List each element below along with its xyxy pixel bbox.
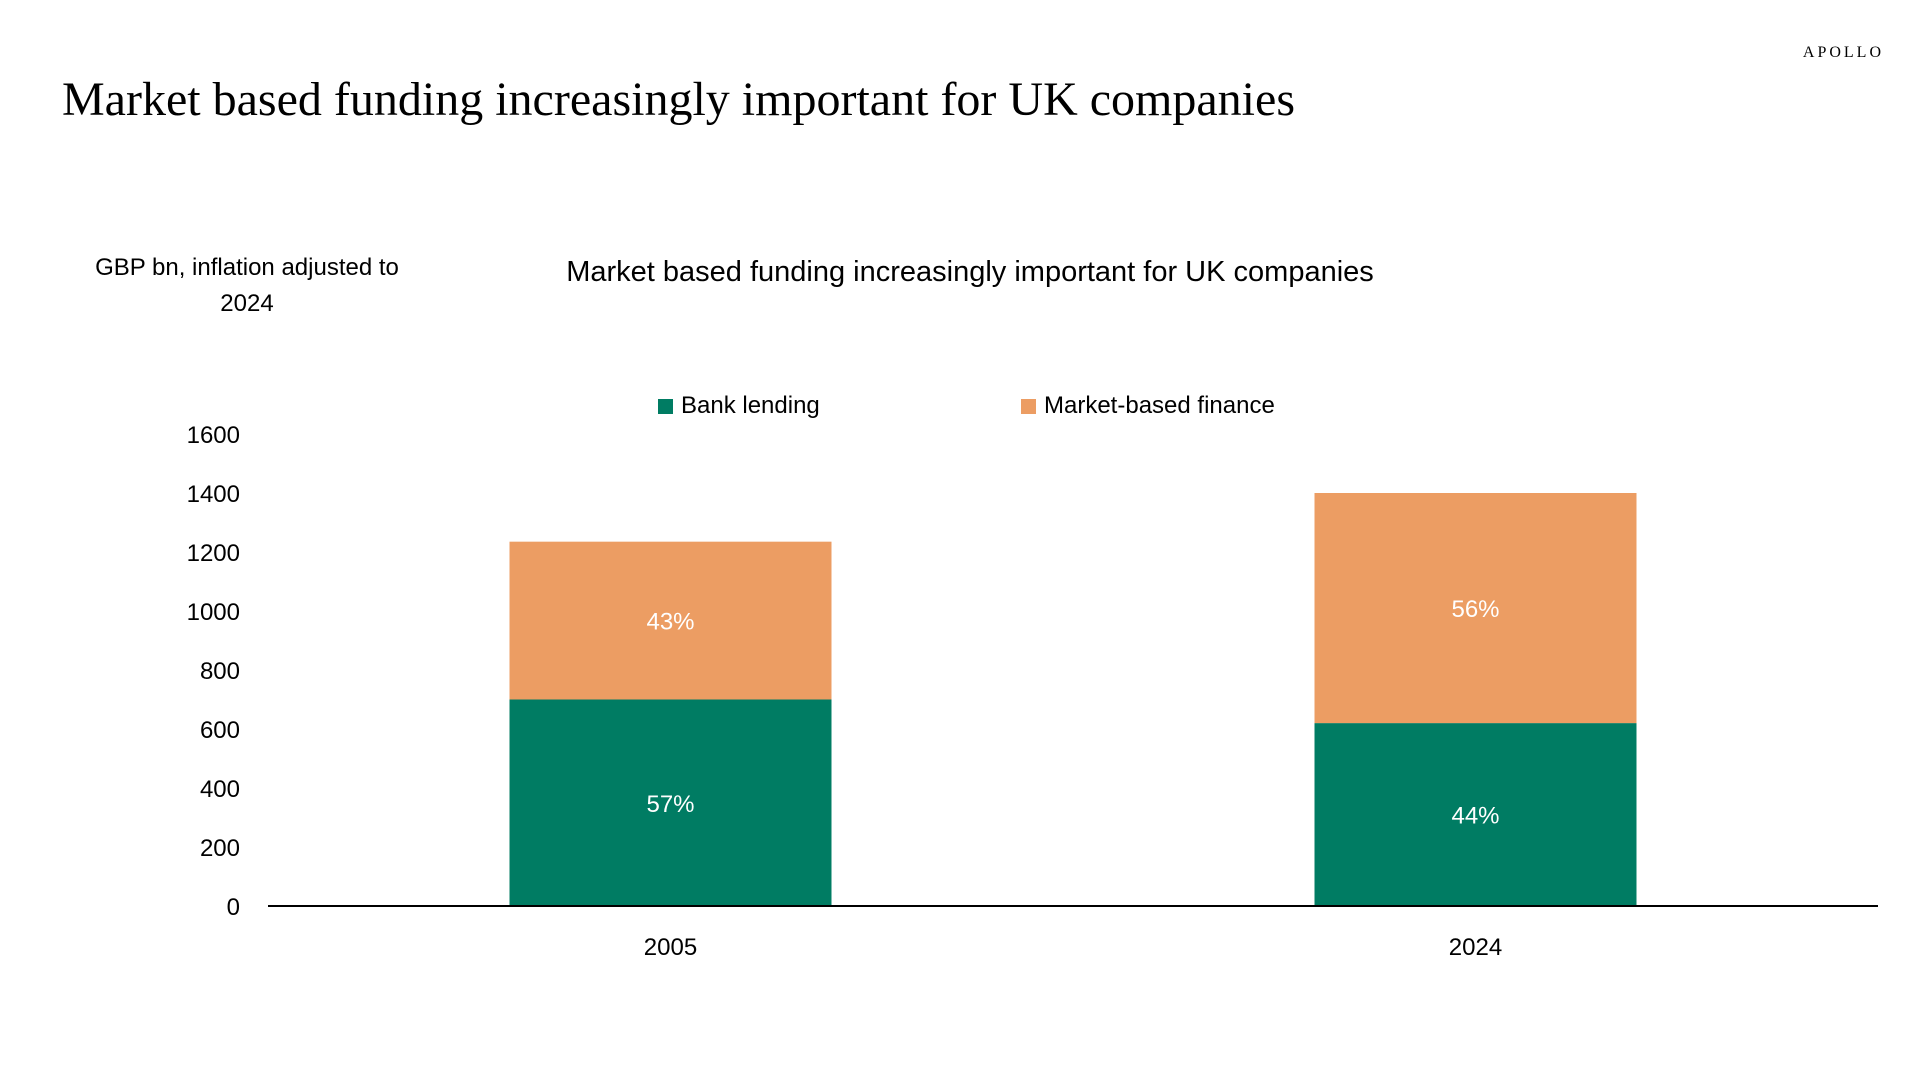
y-tick-label-800: 800 bbox=[200, 658, 240, 685]
y-tick-label-0: 0 bbox=[227, 894, 240, 921]
y-axis-unit-label: GBP bn, inflation adjusted to 2024 bbox=[95, 254, 399, 317]
x-tick-label-2024: 2024 bbox=[1449, 934, 1502, 961]
legend-label-market-based-finance: Market-based finance bbox=[1044, 392, 1275, 419]
y-tick-label-1600: 1600 bbox=[187, 422, 240, 449]
y-tick-label-600: 600 bbox=[200, 717, 240, 744]
y-tick-label-200: 200 bbox=[200, 835, 240, 862]
legend-swatch-market-based-finance bbox=[1021, 398, 1036, 414]
data-label-market-based-finance-2024: 56% bbox=[1451, 596, 1499, 623]
legend-label-bank-lending: Bank lending bbox=[681, 392, 820, 419]
page-title: Market based funding increasingly import… bbox=[62, 73, 1295, 126]
bar-bank-lending-2005 bbox=[509, 699, 832, 906]
y-tick-label-1400: 1400 bbox=[187, 481, 240, 508]
legend-swatch-bank-lending bbox=[658, 398, 673, 414]
x-tick-label-2005: 2005 bbox=[644, 934, 697, 961]
bar-bank-lending-2024 bbox=[1314, 723, 1637, 906]
chart-legend: Bank lending Market-based finance bbox=[0, 392, 1920, 422]
brand-logo: APOLLO bbox=[1802, 44, 1884, 61]
data-label-market-based-finance-2005: 43% bbox=[646, 609, 694, 636]
bar-market-based-finance-2005 bbox=[509, 541, 832, 700]
data-label-bank-lending-2005: 57% bbox=[646, 791, 694, 818]
chart-title: Market based funding increasingly import… bbox=[566, 256, 1374, 288]
legend-item-market-based-finance: Market-based finance bbox=[1021, 392, 1275, 420]
y-tick-label-400: 400 bbox=[200, 776, 240, 803]
data-label-bank-lending-2024: 44% bbox=[1451, 803, 1499, 830]
bar-market-based-finance-2024 bbox=[1314, 493, 1637, 724]
y-tick-label-1200: 1200 bbox=[187, 540, 240, 567]
y-tick-label-1000: 1000 bbox=[187, 599, 240, 626]
legend-item-bank-lending: Bank lending bbox=[658, 392, 820, 420]
